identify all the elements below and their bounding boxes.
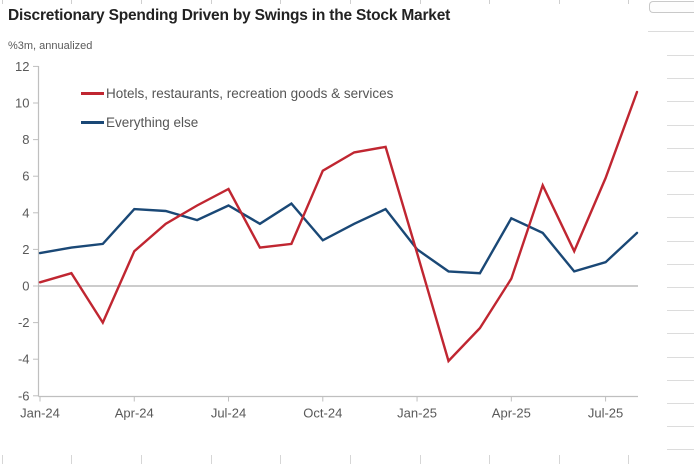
grid-artifact	[628, 455, 629, 464]
grid-artifact	[141, 0, 142, 4]
units-label: %3m, annualized	[8, 40, 93, 52]
legend-swatch-hotels	[81, 92, 104, 95]
grid-artifact	[280, 0, 281, 4]
grid-artifact	[489, 455, 490, 464]
y-tick-label: -4	[18, 352, 30, 367]
grid-artifact	[559, 455, 560, 464]
x-tick-label: Apr-25	[492, 406, 531, 421]
grid-artifact	[667, 55, 694, 56]
grid-artifact	[667, 241, 694, 242]
y-tick-label: -6	[18, 388, 30, 403]
grid-artifact	[667, 78, 694, 79]
y-tick-label: 8	[22, 132, 29, 147]
grid-artifact	[559, 0, 560, 4]
grid-artifact	[211, 455, 212, 464]
grid-artifact	[667, 310, 694, 311]
y-tick-label: 6	[22, 169, 29, 184]
grid-artifact	[667, 101, 694, 102]
x-tick-label: Jul-25	[588, 406, 623, 421]
grid-artifact	[667, 264, 694, 265]
series-line-hotels	[38, 90, 639, 364]
legend-label-everything-else: Everything else	[106, 115, 199, 130]
grid-artifact	[667, 449, 694, 450]
grid-artifact	[71, 455, 72, 464]
grid-artifact	[628, 0, 629, 4]
legend: Hotels, restaurants, recreation goods & …	[81, 79, 393, 137]
grid-artifact	[649, 1, 694, 13]
grid-artifact	[71, 0, 72, 4]
y-tick-label: -2	[18, 315, 30, 330]
grid-artifact	[667, 287, 694, 288]
y-tick-label: 12	[15, 59, 29, 74]
series-line-everything-else	[38, 202, 639, 275]
legend-item-everything-else: Everything else	[81, 108, 393, 137]
grid-artifact	[211, 0, 212, 4]
grid-artifact	[667, 125, 694, 126]
grid-artifact	[667, 333, 694, 334]
grid-artifact	[667, 403, 694, 404]
grid-artifact	[350, 455, 351, 464]
grid-artifact	[2, 455, 3, 464]
grid-artifact	[350, 0, 351, 4]
chart-title: Discretionary Spending Driven by Swings …	[8, 7, 451, 24]
x-tick-label: Oct-24	[303, 406, 342, 421]
x-tick-label: Apr-24	[115, 406, 154, 421]
x-tick-label: Jan-24	[20, 406, 60, 421]
axis-labels: -6 -4 -2 0 2 4 6 8 10 12 Jan-24 Apr-24 Jul-24 Oct-24 J…	[15, 59, 623, 421]
legend-item-hotels: Hotels, restaurants, recreation goods & …	[81, 79, 393, 108]
grid-artifact	[648, 31, 694, 32]
grid-artifact	[667, 171, 694, 172]
y-tick-label: 10	[15, 96, 29, 111]
grid-artifact	[2, 0, 3, 4]
grid-artifact	[420, 0, 421, 4]
grid-artifact	[667, 217, 694, 218]
grid-artifact	[420, 455, 421, 464]
grid-artifact	[667, 426, 694, 427]
grid-artifact	[280, 455, 281, 464]
y-tick-label: 0	[22, 279, 29, 294]
legend-label-hotels: Hotels, restaurants, recreation goods & …	[106, 86, 394, 101]
grid-artifact	[489, 0, 490, 4]
x-tick-label: Jul-24	[211, 406, 246, 421]
grid-artifact	[667, 148, 694, 149]
grid-artifact	[667, 194, 694, 195]
legend-swatch-everything-else	[81, 121, 104, 124]
y-tick-label: 4	[22, 205, 29, 220]
grid-artifact	[667, 357, 694, 358]
grid-artifact	[141, 455, 142, 464]
y-tick-label: 2	[22, 242, 29, 257]
x-tick-label: Jan-25	[397, 406, 437, 421]
grid-artifact	[667, 380, 694, 381]
axes	[33, 65, 638, 402]
series-lines	[38, 90, 639, 364]
